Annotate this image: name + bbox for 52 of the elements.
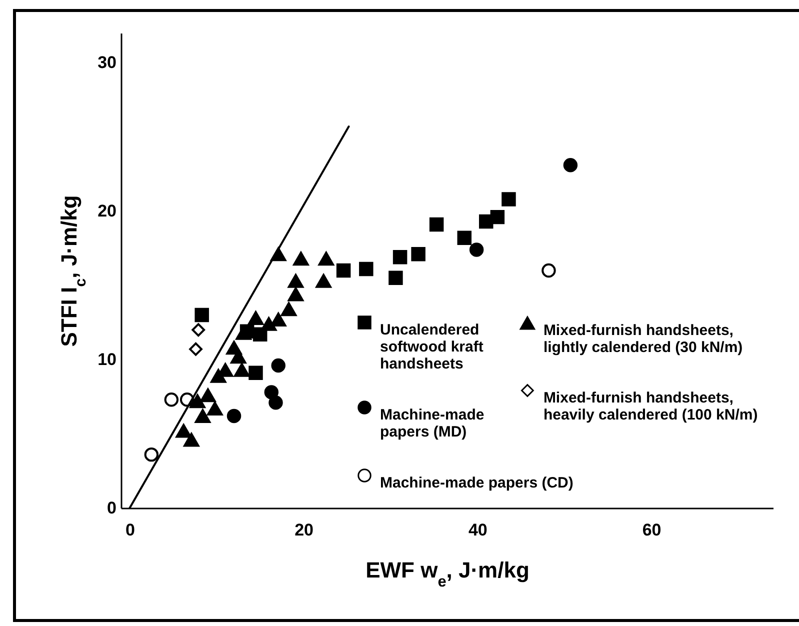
point: [206, 402, 223, 416]
point: [469, 242, 484, 257]
legend-label: Machine-made papers (CD): [380, 474, 574, 492]
point: [234, 362, 250, 377]
legend-label: Mixed-furnish handsheets, lightly calendered (30 kN/m): [543, 322, 743, 356]
point: [184, 432, 200, 447]
point: [457, 230, 472, 245]
legend-label: Uncalendered softwood kraft handsheets: [380, 322, 484, 372]
point: [194, 409, 211, 423]
point: [271, 358, 286, 373]
y-tick-label: 0: [107, 498, 116, 518]
point: [270, 312, 286, 326]
point: [190, 394, 206, 408]
point: [226, 408, 242, 424]
point: [280, 302, 297, 316]
point: [288, 287, 304, 302]
point: [189, 342, 202, 356]
point: [192, 323, 206, 337]
legend-label: Mixed-furnish handsheets, heavily calendered (100 kN/m): [543, 390, 758, 424]
point: [176, 424, 192, 438]
point: [248, 311, 264, 325]
x-tick-label: 20: [294, 520, 314, 540]
point: [264, 385, 279, 400]
point: [388, 270, 403, 286]
point: [542, 263, 556, 278]
x-tick-label: 60: [642, 520, 662, 540]
point: [248, 366, 263, 380]
point: [490, 210, 505, 224]
y-tick-label: 10: [98, 350, 116, 370]
point: [318, 252, 334, 266]
point: [336, 263, 351, 278]
point: [288, 274, 304, 288]
point: [144, 447, 159, 462]
x-tick-label: 40: [468, 520, 488, 540]
point: [411, 247, 426, 262]
point: [194, 308, 209, 322]
point: [293, 252, 309, 266]
point: [502, 192, 516, 206]
x-axis-title: EWF w$_{e}$, J·m/kg: [366, 558, 530, 590]
point: [164, 392, 179, 407]
point: [429, 217, 444, 232]
point: [359, 262, 374, 276]
y-tick-label: 20: [98, 202, 116, 221]
point: [268, 395, 283, 410]
point: [200, 388, 216, 402]
y-tick-label: 30: [98, 53, 116, 72]
point: [392, 250, 408, 264]
point: [563, 158, 578, 172]
legend-label: Machine-made papers (MD): [380, 406, 484, 440]
x-tick-label: 0: [125, 520, 135, 540]
point: [316, 274, 332, 288]
point: [260, 316, 277, 331]
